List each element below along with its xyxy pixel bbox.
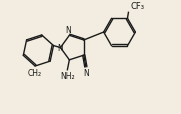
Text: NH₂: NH₂ bbox=[60, 71, 75, 80]
Text: CF₃: CF₃ bbox=[131, 2, 144, 11]
Text: N: N bbox=[66, 26, 71, 35]
Text: N: N bbox=[83, 68, 89, 77]
Text: N: N bbox=[57, 43, 63, 52]
Text: CH₂: CH₂ bbox=[28, 68, 42, 77]
